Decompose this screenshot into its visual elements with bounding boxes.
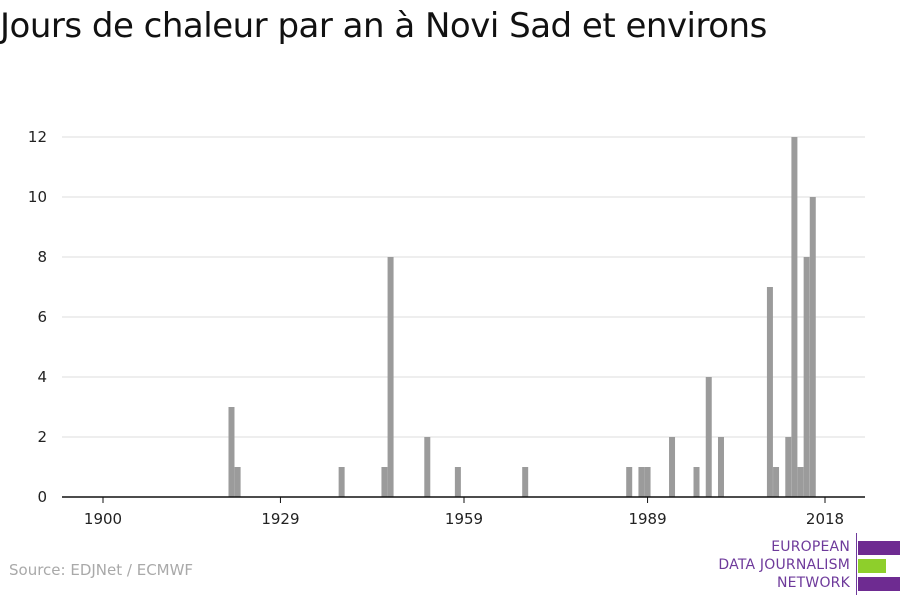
bar <box>424 437 431 497</box>
x-tick-label: 2018 <box>806 510 844 528</box>
bar <box>693 467 700 497</box>
logo-line-3: NETWORK <box>776 575 850 591</box>
y-tick-label: 12 <box>28 128 47 146</box>
bar <box>454 467 461 497</box>
y-tick-label: 0 <box>37 488 47 506</box>
logo-line-1: EUROPEAN <box>771 539 850 555</box>
source-note: Source: EDJNet / ECMWF <box>9 561 194 579</box>
bar <box>338 467 345 497</box>
x-tick-label: 1900 <box>84 510 122 528</box>
bar <box>669 437 676 497</box>
y-tick-label: 4 <box>37 368 47 386</box>
logo-bar-purple-bottom <box>858 577 900 591</box>
bar <box>626 467 633 497</box>
bar <box>717 437 724 497</box>
bar <box>803 257 810 497</box>
bars <box>228 137 816 497</box>
y-tick-label: 10 <box>28 188 47 206</box>
edjnet-logo: EUROPEAN DATA JOURNALISM NETWORK <box>700 533 900 595</box>
bar <box>809 197 816 497</box>
y-tick-label: 2 <box>37 428 47 446</box>
bar <box>705 377 712 497</box>
y-tick-label: 8 <box>37 248 47 266</box>
logo-bar-green <box>858 559 886 573</box>
bar <box>644 467 651 497</box>
x-tick-label: 1989 <box>628 510 666 528</box>
x-tick-label: 1959 <box>445 510 483 528</box>
logo-bar-purple-top <box>858 541 900 555</box>
y-tick-label: 6 <box>37 308 47 326</box>
bar <box>785 437 792 497</box>
bar <box>522 467 529 497</box>
bar <box>766 287 773 497</box>
bar <box>228 407 235 497</box>
bar <box>387 257 394 497</box>
bar <box>797 467 804 497</box>
bar <box>234 467 241 497</box>
bar <box>638 467 645 497</box>
bar <box>791 137 798 497</box>
logo-divider <box>856 533 857 595</box>
y-tick-labels: 0 2 4 6 8 10 12 <box>28 128 47 506</box>
chart-title: Jours de chaleur par an à Novi Sad et en… <box>0 6 767 46</box>
x-axis <box>62 496 865 503</box>
gridlines <box>62 136 865 438</box>
bar <box>773 467 780 497</box>
bar <box>381 467 388 497</box>
x-tick-label: 1929 <box>261 510 299 528</box>
logo-line-2: DATA JOURNALISM <box>718 557 850 573</box>
x-tick-labels: 1900 1929 1959 1989 2018 <box>84 510 844 528</box>
